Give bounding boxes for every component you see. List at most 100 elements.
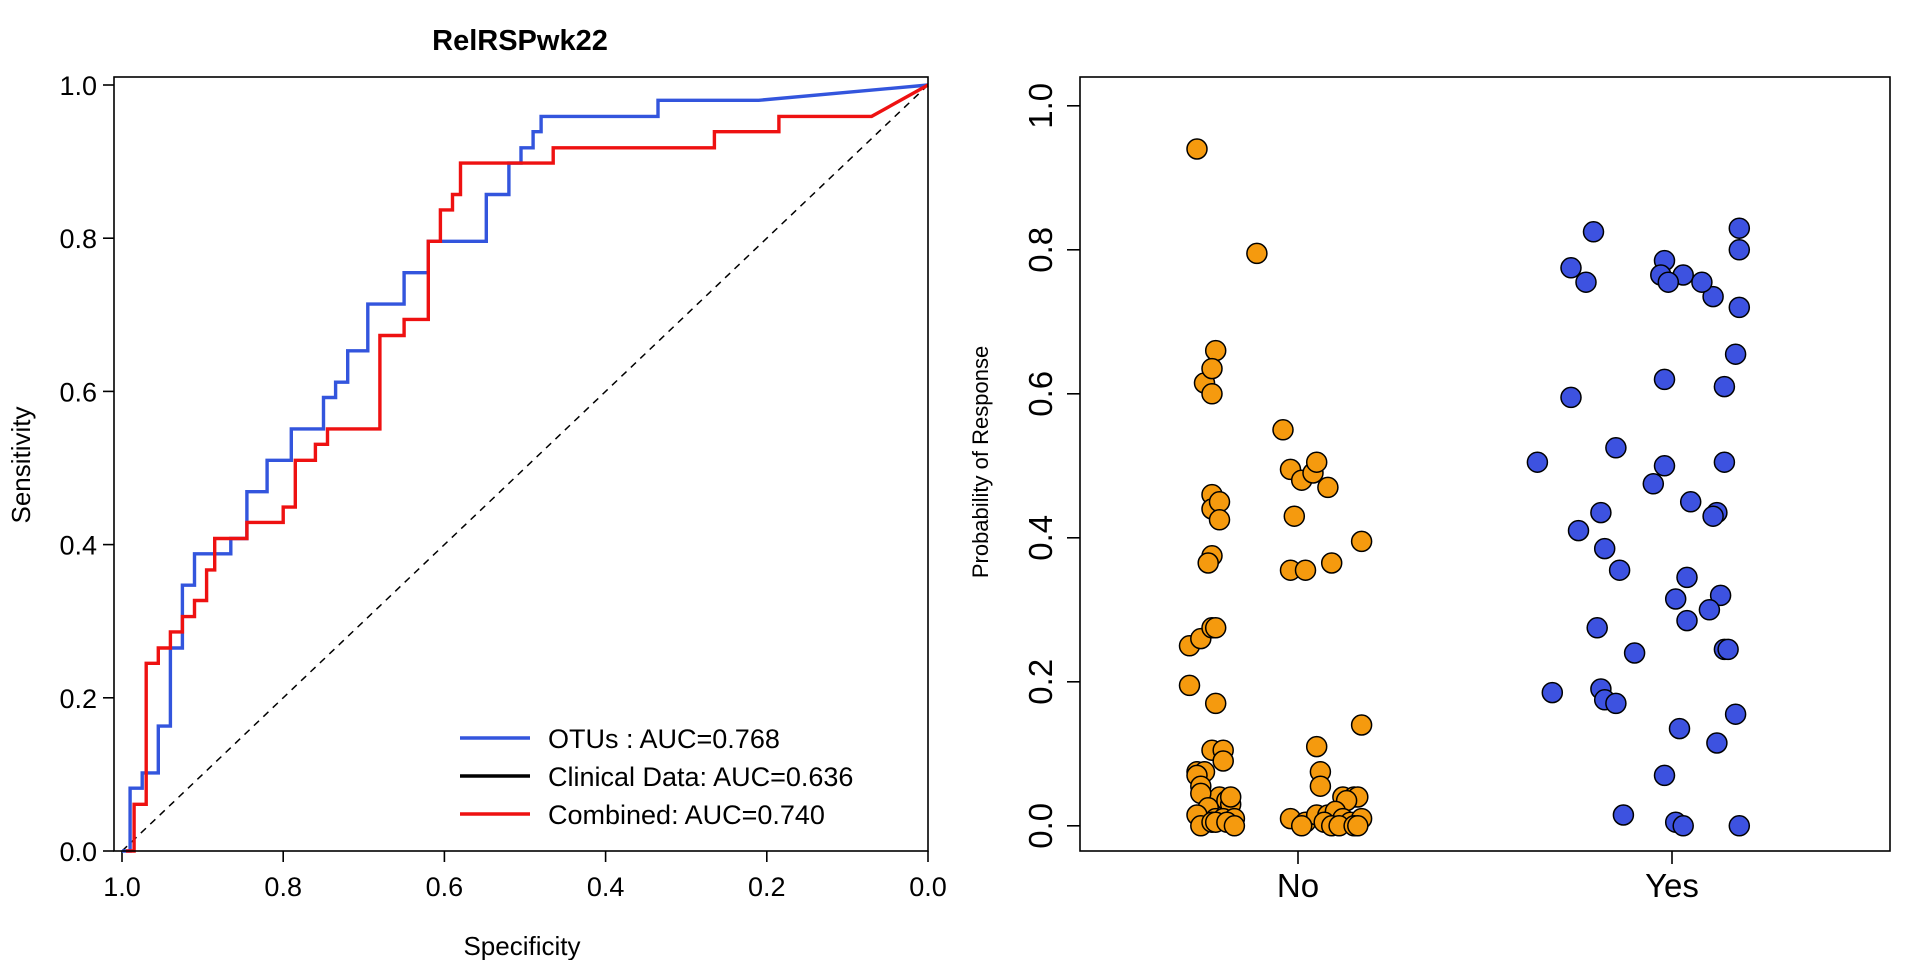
scatter-point-yes (1608, 559, 1631, 581)
scatter-point-no (1219, 786, 1242, 808)
scatter-point-no (1246, 242, 1268, 265)
legend-label-clinical: Clinical Data: AUC=0.636 (548, 762, 853, 792)
scatter-point-no (1317, 476, 1339, 499)
roc-x-tick-label: 0.2 (748, 872, 786, 902)
roc-curve-otus (122, 83, 929, 853)
scatter-points (1178, 138, 1751, 837)
scatter-point-no (1208, 491, 1231, 513)
roc-diagonal-reference-line (121, 84, 929, 852)
scatter-point-no (1350, 530, 1373, 553)
scatter-axis-ticks: 0.0 0.2 0.4 0.6 0.8 1.0 No Yes (1022, 83, 1699, 904)
scatter-point-yes (1706, 732, 1728, 754)
scatter-plot-frame (1079, 76, 1891, 852)
scatter-point-yes (1668, 717, 1691, 740)
scatter-point-yes (1560, 386, 1582, 409)
scatter-point-no (1305, 451, 1328, 473)
scatter-point-yes (1541, 681, 1564, 704)
scatter-point-yes (1728, 217, 1751, 239)
scatter-x-tick-label: Yes (1645, 867, 1699, 904)
scatter-point-no (1201, 357, 1223, 380)
scatter-point-no (1309, 775, 1332, 797)
scatter-point-no (1347, 815, 1369, 837)
roc-legend: OTUs : AUC=0.768 Clinical Data: AUC=0.63… (460, 724, 853, 830)
scatter-point-yes (1713, 451, 1736, 473)
scatter-point-yes (1653, 455, 1676, 477)
roc-x-tick-label: 0.4 (587, 872, 625, 902)
roc-curve-combined (126, 83, 929, 853)
roc-x-axis-label: Specificity (463, 931, 580, 960)
scatter-point-yes (1713, 375, 1736, 398)
scatter-point-no (1320, 552, 1343, 574)
scatter-y-tick-label: 0.4 (1022, 515, 1059, 561)
roc-x-tick-label: 0.0 (909, 872, 947, 902)
scatter-point-yes (1702, 505, 1724, 527)
roc-plot-frame (113, 76, 929, 852)
roc-axis-ticks: 1.0 0.8 0.6 0.4 0.2 0.0 0.0 0.2 0.4 0.6 0.8 1.0 (59, 71, 946, 902)
roc-title: RelRSPwk22 (432, 25, 608, 57)
scatter-point-yes (1728, 296, 1751, 319)
scatter-point-yes (1672, 815, 1694, 837)
scatter-point-yes (1676, 609, 1698, 632)
roc-x-tick-label: 1.0 (103, 872, 141, 902)
legend-label-otus: OTUs : AUC=0.768 (548, 724, 780, 754)
scatter-point-yes (1691, 271, 1713, 293)
roc-curves (122, 83, 929, 853)
roc-y-tick-label: 0.8 (59, 224, 97, 254)
scatter-point-no (1290, 815, 1313, 837)
roc-y-tick-label: 1.0 (59, 71, 97, 101)
scatter-point-yes (1605, 437, 1627, 459)
legend-label-combined: Combined: AUC=0.740 (548, 800, 825, 830)
roc-y-tick-label: 0.6 (59, 377, 97, 407)
scatter-point-yes (1590, 501, 1612, 524)
scatter-point-yes (1593, 537, 1616, 560)
scatter-point-yes (1623, 642, 1646, 664)
scatter-point-no (1294, 559, 1317, 581)
scatter-point-yes (1709, 584, 1732, 607)
scatter-point-yes (1526, 451, 1549, 473)
scatter-point-no (1204, 339, 1227, 362)
roc-y-tick-label: 0.0 (59, 837, 97, 867)
scatter-point-no (1208, 509, 1231, 531)
scatter-point-no (1350, 714, 1373, 736)
scatter-y-tick-label: 1.0 (1022, 83, 1059, 129)
scatter-point-yes (1567, 519, 1590, 542)
scatter-point-yes (1728, 239, 1751, 261)
scatter-x-tick-label: No (1277, 867, 1319, 904)
scatter-y-tick-label: 0.8 (1022, 227, 1059, 273)
scatter-point-no (1272, 419, 1294, 441)
roc-chart: RelRSPwk22 1.0 0.8 0.6 0.4 0.2 0.0 0.0 0.2 0.4 0.… (6, 25, 947, 960)
scatter-point-yes (1676, 566, 1698, 589)
scatter-point-yes (1698, 599, 1721, 621)
scatter-point-yes (1642, 473, 1665, 495)
scatter-point-yes (1664, 588, 1687, 610)
roc-y-axis-label: Sensitivity (6, 406, 36, 523)
scatter-y-tick-label: 0.6 (1022, 371, 1059, 417)
probability-scatter-chart: 0.0 0.2 0.4 0.6 0.8 1.0 No Yes Probability of R… (968, 76, 1891, 904)
scatter-point-yes (1582, 221, 1605, 243)
scatter-y-tick-label: 0.2 (1022, 659, 1059, 705)
roc-y-tick-label: 0.4 (59, 531, 97, 561)
scatter-point-yes (1560, 257, 1582, 279)
scatter-point-no (1204, 617, 1227, 639)
roc-x-tick-label: 0.8 (264, 872, 302, 902)
scatter-point-yes (1575, 271, 1597, 293)
scatter-point-yes (1717, 638, 1739, 661)
scatter-y-tick-label: 0.0 (1022, 803, 1059, 849)
scatter-point-yes (1653, 368, 1676, 391)
scatter-point-no (1212, 750, 1234, 772)
scatter-point-yes (1653, 764, 1676, 787)
scatter-point-yes (1657, 271, 1680, 293)
scatter-point-yes (1724, 703, 1747, 725)
scatter-point-yes (1586, 617, 1608, 639)
scatter-point-no (1178, 674, 1201, 697)
scatter-point-no (1223, 815, 1246, 837)
scatter-point-no (1186, 138, 1208, 160)
scatter-point-yes (1679, 491, 1702, 513)
scatter-point-no (1204, 692, 1227, 715)
scatter-point-yes (1702, 285, 1724, 308)
scatter-point-yes (1605, 692, 1627, 715)
scatter-point-no (1283, 505, 1306, 527)
roc-x-tick-label: 0.6 (426, 872, 464, 902)
scatter-point-yes (1724, 343, 1747, 365)
